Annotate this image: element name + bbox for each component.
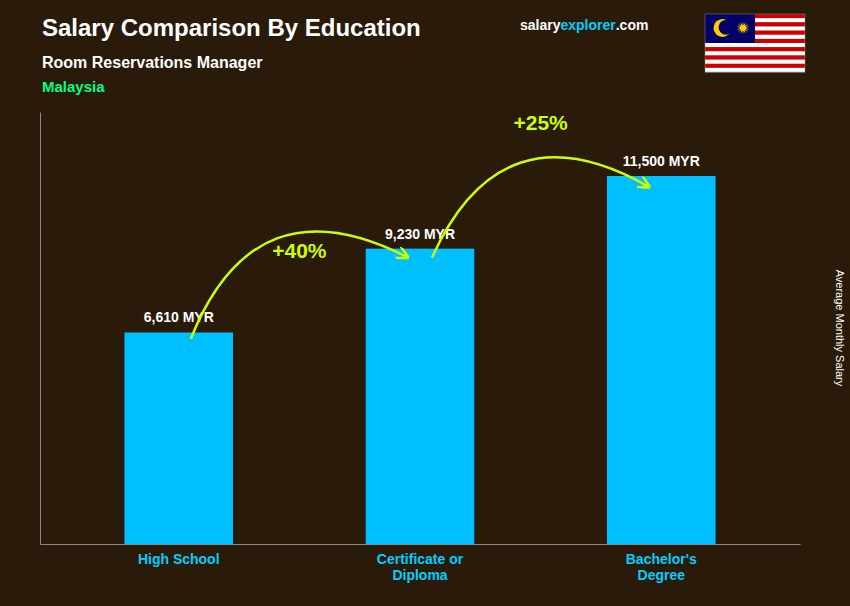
y-axis bbox=[40, 113, 41, 545]
value-label: 11,500 MYR bbox=[623, 153, 700, 169]
x-tick-label-line: High School bbox=[138, 551, 220, 567]
flag-stripe bbox=[705, 51, 805, 55]
y-axis-title: Average Monthly Salary bbox=[834, 270, 846, 387]
background bbox=[0, 0, 850, 606]
change-label: +40% bbox=[272, 239, 327, 262]
title: Salary Comparison By Education bbox=[42, 14, 421, 41]
x-tick: High School bbox=[138, 551, 220, 567]
flag-canton bbox=[705, 14, 755, 43]
flag-stripe bbox=[705, 47, 805, 51]
chart-svg: Salary Comparison By Education Room Reser… bbox=[0, 0, 850, 606]
x-tick-label-line: Diploma bbox=[392, 567, 447, 583]
flag-star bbox=[737, 21, 750, 34]
x-tick: Certificate orDiploma bbox=[377, 551, 464, 583]
x-axis-line bbox=[41, 544, 801, 545]
subtitle: Room Reservations Manager bbox=[42, 54, 263, 71]
bars bbox=[124, 176, 715, 544]
x-tick: Bachelor'sDegree bbox=[626, 551, 697, 583]
x-tick-label-line: Bachelor's bbox=[626, 551, 697, 567]
flag-moon-cut bbox=[719, 20, 734, 35]
x-tick-label: Bachelor'sDegree bbox=[626, 551, 697, 583]
x-tick-label: High School bbox=[138, 551, 220, 567]
change-label: +25% bbox=[513, 111, 568, 134]
watermark: salary bbox=[520, 17, 561, 33]
x-tick-label-line: Certificate or bbox=[377, 551, 464, 567]
flag-stripe bbox=[705, 68, 805, 72]
y-axis-line bbox=[40, 113, 41, 545]
flag-border bbox=[705, 14, 805, 72]
change-arrow bbox=[191, 232, 408, 339]
country: Malaysia bbox=[42, 78, 105, 95]
bar bbox=[366, 249, 475, 544]
flag-stripe bbox=[705, 64, 805, 68]
flag-stripe bbox=[705, 43, 805, 47]
x-axis: High School Certificate orDiploma Bachelor… bbox=[41, 545, 801, 584]
plot: High School Certificate orDiploma Bachelor… bbox=[41, 111, 801, 583]
change-arrow bbox=[432, 157, 649, 257]
flag-stripe bbox=[705, 55, 805, 59]
flag bbox=[705, 14, 805, 72]
watermark: .com bbox=[616, 17, 649, 33]
bar bbox=[607, 176, 716, 544]
bar bbox=[124, 332, 233, 544]
x-tick-label-line: Degree bbox=[638, 567, 686, 583]
x-tick-label: Certificate orDiploma bbox=[377, 551, 464, 583]
flag-stripe bbox=[705, 60, 805, 64]
watermark: explorer bbox=[560, 17, 616, 33]
